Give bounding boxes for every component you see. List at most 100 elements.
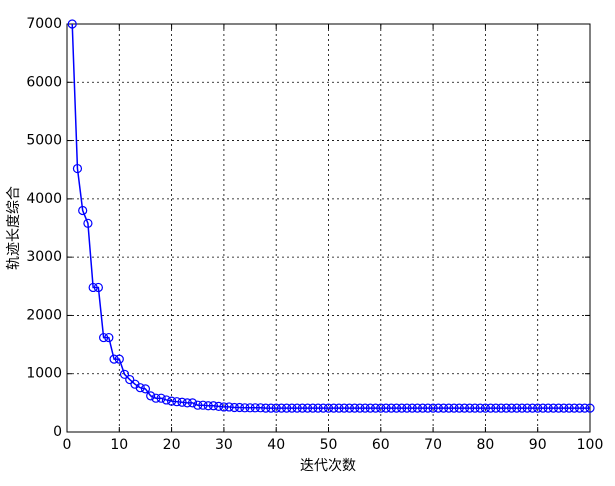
data-point (99, 332, 109, 343)
data-point (302, 403, 313, 413)
data-point (104, 332, 114, 343)
data-point (580, 403, 590, 413)
data-point (496, 403, 506, 413)
x-tick-label: 20 (163, 437, 181, 453)
data-point (219, 402, 229, 412)
y-tick-label: 5000 (26, 133, 62, 149)
data-point (224, 402, 234, 412)
data-point (548, 403, 558, 413)
data-point (282, 403, 292, 413)
data-point (365, 403, 375, 413)
data-point (559, 403, 569, 413)
data-point (512, 403, 522, 413)
data-point (402, 403, 412, 413)
data-point (444, 403, 454, 413)
data-point (198, 400, 208, 410)
data-point (491, 403, 501, 413)
data-point (569, 403, 579, 413)
x-tick-label: 100 (577, 437, 604, 453)
data-point (323, 403, 334, 413)
data-point (339, 403, 349, 413)
data-point (140, 384, 151, 394)
data-point (574, 403, 585, 413)
data-point (255, 403, 266, 413)
plot-frame (66, 23, 591, 433)
data-point (391, 403, 402, 413)
data-point (287, 403, 297, 413)
data-point (93, 282, 103, 293)
x-axis-label: 迭代次数 (300, 458, 356, 474)
data-point (297, 403, 307, 413)
data-point (412, 403, 423, 413)
data-point (480, 403, 490, 413)
data-point (208, 401, 219, 411)
y-axis-label: 轨迹长度综合 (6, 186, 22, 270)
data-point (522, 403, 532, 413)
data-point (533, 403, 543, 413)
data-line (71, 23, 590, 409)
y-tick-label: 6000 (26, 74, 62, 90)
data-point (135, 383, 145, 393)
data-point (313, 403, 323, 413)
data-point (334, 403, 344, 413)
data-point (459, 403, 470, 413)
data-point (292, 403, 302, 413)
data-point (114, 354, 124, 364)
data-point (554, 403, 564, 413)
y-tick-label: 0 (53, 424, 62, 440)
data-point (543, 403, 553, 413)
data-point (564, 403, 574, 413)
data-point (151, 393, 161, 403)
data-point (240, 403, 250, 413)
data-point (397, 403, 407, 413)
y-tick-label: 1000 (26, 366, 62, 382)
data-point (527, 403, 538, 413)
data-point (229, 402, 239, 413)
data-point (344, 403, 355, 413)
data-point (501, 403, 511, 413)
x-tick-label: 90 (529, 437, 547, 453)
data-point (119, 369, 130, 379)
data-point (177, 397, 187, 407)
data-point (250, 403, 260, 413)
data-point (370, 403, 381, 413)
data-point (109, 354, 119, 364)
data-point (234, 402, 245, 413)
x-tick-label: 0 (63, 437, 72, 453)
data-point (329, 403, 339, 413)
data-point (454, 403, 464, 413)
data-point (203, 401, 213, 411)
data-point (261, 403, 271, 413)
data-point (585, 403, 595, 413)
data-point (266, 403, 276, 413)
x-tick-label: 50 (320, 437, 338, 453)
data-point (83, 218, 93, 228)
data-point (182, 398, 192, 408)
data-point (538, 403, 548, 413)
data-point (386, 403, 396, 413)
data-point (125, 374, 135, 385)
data-point (465, 403, 475, 413)
data-point (438, 403, 449, 413)
data-point (407, 403, 417, 413)
y-tick-label: 7000 (26, 16, 62, 32)
x-tick-label: 40 (267, 437, 285, 453)
x-tick-label: 60 (372, 437, 390, 453)
y-tick-label: 3000 (26, 249, 62, 265)
data-point (146, 391, 156, 401)
data-point (418, 403, 428, 413)
y-tick-label: 4000 (26, 191, 62, 207)
x-tick-label: 10 (110, 437, 128, 453)
data-point (470, 403, 480, 413)
data-point (276, 403, 287, 413)
data-point (88, 282, 98, 293)
data-point (423, 403, 433, 413)
data-point (355, 403, 365, 413)
data-point (308, 403, 318, 413)
x-tick-label: 70 (424, 437, 442, 453)
data-point (172, 397, 182, 407)
data-point (161, 395, 171, 405)
data-point (167, 396, 177, 406)
data-point (350, 403, 360, 413)
